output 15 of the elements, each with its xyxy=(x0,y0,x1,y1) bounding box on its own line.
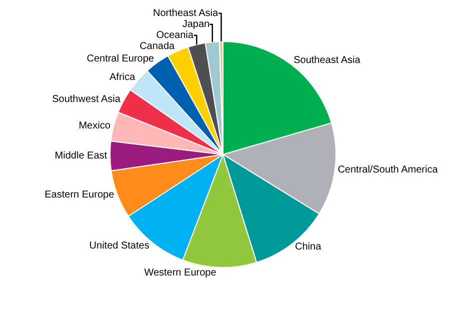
slice-label: Japan xyxy=(182,18,210,30)
slice-label: China xyxy=(294,242,322,253)
slice-label: Northeast Asia xyxy=(153,8,218,19)
slice-label: Oceania xyxy=(156,30,194,41)
slice-label: Central Europe xyxy=(86,54,154,65)
slice-label: Africa xyxy=(110,72,136,83)
slice-label: Southwest Asia xyxy=(52,94,121,105)
slice-label: Central/South America xyxy=(338,164,438,176)
slice-label: Middle East xyxy=(54,150,108,162)
slice-label: Mexico xyxy=(78,120,111,132)
slice-label: Southeast Asia xyxy=(294,55,361,66)
slice-label: United States xyxy=(89,240,150,252)
slice-label: Canada xyxy=(140,40,176,52)
slice-label: Western Europe xyxy=(144,267,217,278)
slice-label: Eastern Europe xyxy=(44,190,115,201)
